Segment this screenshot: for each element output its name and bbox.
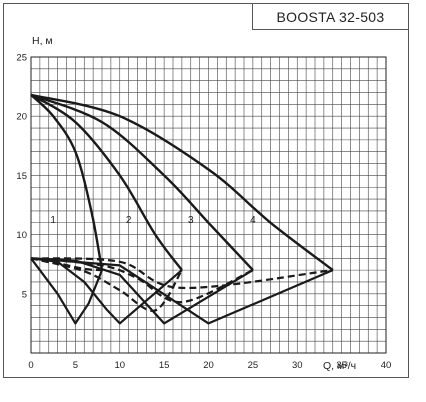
y-axis-label: H, м bbox=[32, 35, 53, 47]
x-tick-label: 40 bbox=[381, 360, 392, 371]
x-axis-label: Q, м³/ч bbox=[323, 360, 356, 372]
head-curve-1 bbox=[30, 94, 104, 271]
curve-label-3: 3 bbox=[188, 215, 194, 226]
curve-label-2: 2 bbox=[126, 215, 132, 226]
y-tick-label: 20 bbox=[16, 112, 27, 123]
x-tick-label: 20 bbox=[203, 360, 214, 371]
x-tick-label: 5 bbox=[73, 360, 78, 371]
curve-label-4: 4 bbox=[250, 215, 256, 226]
x-tick-label: 10 bbox=[114, 360, 125, 371]
labels: 1 2 3 4 bbox=[50, 215, 256, 226]
chart-title: BOOSTA 32-503 bbox=[252, 4, 408, 30]
x-tick-label: 0 bbox=[28, 360, 33, 371]
chart-frame bbox=[3, 3, 409, 378]
head-curve-2 bbox=[30, 93, 183, 271]
y-tick-label: 15 bbox=[16, 171, 27, 182]
head-curve-4 bbox=[30, 93, 334, 272]
head-curve-3 bbox=[30, 93, 254, 271]
x-tick-label: 15 bbox=[159, 360, 170, 371]
dashed-curve-4 bbox=[30, 257, 333, 290]
curve-label-1: 1 bbox=[50, 215, 56, 226]
x-tick-label: 35 bbox=[336, 360, 347, 371]
x-tick-label: 25 bbox=[248, 360, 259, 371]
y-tick-label: 10 bbox=[16, 230, 27, 241]
x-tick-label: 30 bbox=[292, 360, 303, 371]
axes: 0 5 10 15 20 25 30 35 40 5 10 15 20 25 bbox=[16, 53, 391, 372]
y-tick-label: 5 bbox=[22, 289, 27, 300]
lower-curve-4 bbox=[30, 257, 334, 325]
plot-border bbox=[30, 56, 387, 354]
lower-curve-2 bbox=[30, 257, 183, 325]
dashed-curve-2 bbox=[30, 257, 183, 312]
curves bbox=[30, 93, 334, 325]
y-tick-label: 25 bbox=[16, 53, 27, 64]
